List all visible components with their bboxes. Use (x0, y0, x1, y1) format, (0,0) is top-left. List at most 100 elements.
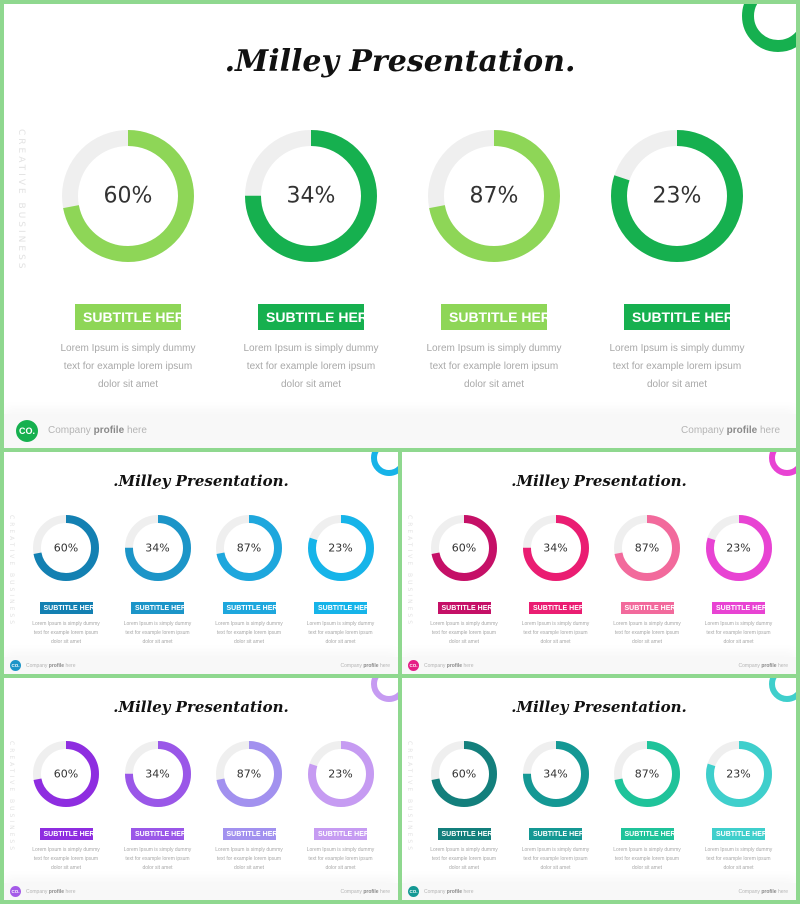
donut-svg (62, 130, 194, 262)
description-text: Lorem Ipsum is simply dummy text for exam… (429, 620, 499, 647)
slide-green[interactable]: CREATIVE BUSINESS .Milley Presentation. 60… (4, 4, 796, 448)
description-text: Lorem Ipsum is simply dummy text for exam… (214, 846, 284, 873)
description-line: dolor sit amet (540, 639, 571, 645)
description-line: Lorem Ipsum is simply dummy (613, 847, 681, 853)
donut-arc (307, 515, 374, 581)
percent-label: 34% (145, 767, 170, 781)
description-line: dolor sit amet (463, 379, 525, 390)
description-text: Lorem Ipsum is simply dummy text for exam… (424, 340, 564, 394)
donut-arc (614, 515, 680, 581)
description-line: Lorem Ipsum is simply dummy (32, 847, 100, 853)
slide-purple[interactable]: CREATIVE BUSINESS .Milley Presentation. 60… (4, 678, 398, 900)
description-line: Lorem Ipsum is simply dummy (521, 621, 590, 627)
description-line: text for example lorem ipsum (216, 630, 282, 636)
description-line: text for example lorem ipsum (431, 856, 497, 862)
subtitle-badge: SUBTITLE HERE (712, 828, 772, 840)
company-logo: CO. (10, 886, 21, 897)
slide-footer: CO. Company profile here Company profile h… (4, 883, 398, 900)
description-line: text for example lorem ipsum (63, 361, 193, 372)
description-text: Lorem Ipsum is simply dummy text for exam… (214, 620, 284, 647)
company-bold: profile (446, 662, 463, 669)
description-line: Lorem Ipsum is simply dummy (613, 621, 681, 627)
company-bold: profile (726, 425, 758, 436)
company-logo: CO. (10, 660, 21, 671)
percent-label: 23% (726, 541, 751, 555)
percent-label: 60% (103, 183, 153, 209)
donut-svg (522, 515, 589, 581)
description-text: Lorem Ipsum is simply dummy text for exam… (123, 846, 193, 873)
description-line: dolor sit amet (50, 639, 81, 645)
slide-pink[interactable]: CREATIVE BUSINESS .Milley Presentation. 60… (402, 452, 796, 674)
company-suffix: here (777, 888, 788, 895)
company-suffix: here (463, 888, 474, 895)
description-text: Lorem Ipsum is simply dummy text for exam… (123, 620, 193, 647)
description-line: Lorem Ipsum is simply dummy (215, 621, 283, 627)
donut-chart: 23% (611, 130, 743, 262)
donut-chart: 60% (33, 741, 99, 807)
description-line: text for example lorem ipsum (523, 856, 588, 862)
company-profile-right: Company profile here (681, 425, 780, 436)
company-logo: CO. (408, 886, 419, 897)
donut-chart: 23% (705, 741, 772, 807)
company-bold: profile (48, 888, 65, 895)
subtitle-badge: SUBTITLE HERE (39, 828, 99, 840)
description-line: text for example lorem ipsum (246, 361, 376, 372)
donut-arc (522, 741, 589, 807)
company-profile-right: Company profile here (739, 663, 788, 669)
donut-svg (124, 741, 191, 807)
donut-svg (428, 130, 560, 262)
subtitle-badge: SUBTITLE HERE (75, 304, 194, 330)
subtitle-badge: SUBTITLE HERE (314, 602, 374, 614)
company-bold: profile (761, 662, 777, 669)
slide-blue[interactable]: CREATIVE BUSINESS .Milley Presentation. 60… (4, 452, 398, 674)
description-line: Lorem Ipsum is simply dummy (306, 847, 375, 853)
slide-title: .Milley Presentation. (113, 472, 289, 490)
donut-svg (705, 741, 772, 807)
company-profile-right: Company profile here (739, 889, 788, 895)
corner-ring-decoration (371, 452, 398, 476)
donut-svg (307, 741, 374, 807)
description-text: Lorem Ipsum is simply dummy text for exam… (429, 846, 499, 873)
company-bold: profile (363, 662, 379, 669)
donut-chart: 34% (245, 130, 377, 262)
description-line: Lorem Ipsum is simply dummy (215, 847, 283, 853)
subtitle-badge: SUBTITLE HERE (222, 828, 282, 840)
description-line: text for example lorem ipsum (429, 361, 559, 372)
subtitle-badge: SUBTITLE HERE (131, 602, 191, 614)
company-bold: profile (446, 888, 463, 895)
donut-chart: 23% (705, 515, 772, 581)
company-bold: profile (48, 662, 65, 669)
description-text: Lorem Ipsum is simply dummy text for exam… (31, 846, 101, 873)
donut-svg (614, 741, 680, 807)
subtitle-badge: SUBTITLE HERE (314, 828, 374, 840)
donut-arc (33, 515, 99, 581)
subtitle-badge: SUBTITLE HERE (131, 828, 191, 840)
donut-chart: 23% (307, 741, 374, 807)
donut-chart: 60% (431, 515, 497, 581)
percent-label: 34% (543, 767, 568, 781)
company-prefix: Company (424, 662, 446, 669)
company-logo: CO. (16, 420, 38, 442)
subtitle-badge: SUBTITLE HERE (529, 602, 589, 614)
description-line: Lorem Ipsum is simply dummy (123, 621, 192, 627)
description-text: Lorem Ipsum is simply dummy text for exam… (31, 620, 101, 647)
description-line: text for example lorem ipsum (523, 630, 588, 636)
description-text: Lorem Ipsum is simply dummy text for exam… (704, 620, 774, 647)
description-line: text for example lorem ipsum (614, 856, 680, 862)
company-prefix: Company (738, 888, 760, 895)
donut-svg (307, 515, 374, 581)
percent-label: 87% (634, 767, 660, 781)
percent-label: 60% (53, 767, 79, 781)
description-line: Lorem Ipsum is simply dummy (243, 343, 379, 354)
company-suffix: here (379, 888, 390, 895)
donut-chart: 87% (614, 741, 680, 807)
description-line: dolor sit amet (448, 865, 479, 871)
slide-teal[interactable]: CREATIVE BUSINESS .Milley Presentation. 60… (402, 678, 796, 900)
company-suffix: here (759, 425, 780, 436)
description-line: dolor sit amet (646, 379, 708, 390)
donut-arc (431, 515, 497, 581)
donut-svg (216, 515, 282, 581)
donut-svg (431, 515, 497, 581)
donut-arc (428, 130, 560, 262)
company-suffix: here (65, 662, 76, 669)
